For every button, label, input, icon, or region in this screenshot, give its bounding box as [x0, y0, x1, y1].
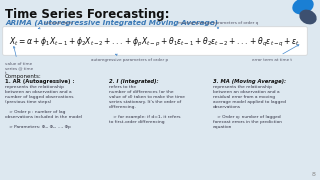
Text: refers to the
number of differences (or the
value of d) taken to make the time
s: refers to the number of differences (or …	[109, 85, 185, 124]
Ellipse shape	[292, 0, 314, 14]
Text: represents the relationship
between an observation and a
number of lagged observ: represents the relationship between an o…	[5, 85, 82, 129]
Text: 3. MA (Moving Average):: 3. MA (Moving Average):	[213, 79, 286, 84]
Text: constant term: constant term	[38, 21, 73, 29]
Text: moving average parameters of order q: moving average parameters of order q	[178, 21, 258, 29]
FancyBboxPatch shape	[3, 27, 307, 55]
Ellipse shape	[299, 10, 317, 24]
Text: 2. I (Integrated):: 2. I (Integrated):	[109, 79, 159, 84]
Text: ARIMA (Autoregressive Integrated Moving Average): ARIMA (Autoregressive Integrated Moving …	[5, 19, 218, 26]
Text: autoregressive parameters of order p: autoregressive parameters of order p	[92, 54, 169, 62]
Text: represents the relationship
between an observation and a
residual error from a m: represents the relationship between an o…	[213, 85, 286, 129]
Text: $X_t = \alpha + \phi_1 X_{t-1} + \phi_2 X_{t-2} + ... + \phi_p X_{t-p} + \theta_: $X_t = \alpha + \phi_1 X_{t-1} + \phi_2 …	[10, 35, 300, 49]
Text: 1. AR (Autoagressive) :: 1. AR (Autoagressive) :	[5, 79, 75, 84]
Text: Time Series Forecasting:: Time Series Forecasting:	[5, 8, 170, 21]
Text: Components:: Components:	[5, 74, 42, 79]
Text: error term at time t: error term at time t	[252, 45, 299, 62]
Text: 8: 8	[312, 172, 316, 177]
Text: value of time
series @ time
t: value of time series @ time t	[5, 46, 33, 75]
